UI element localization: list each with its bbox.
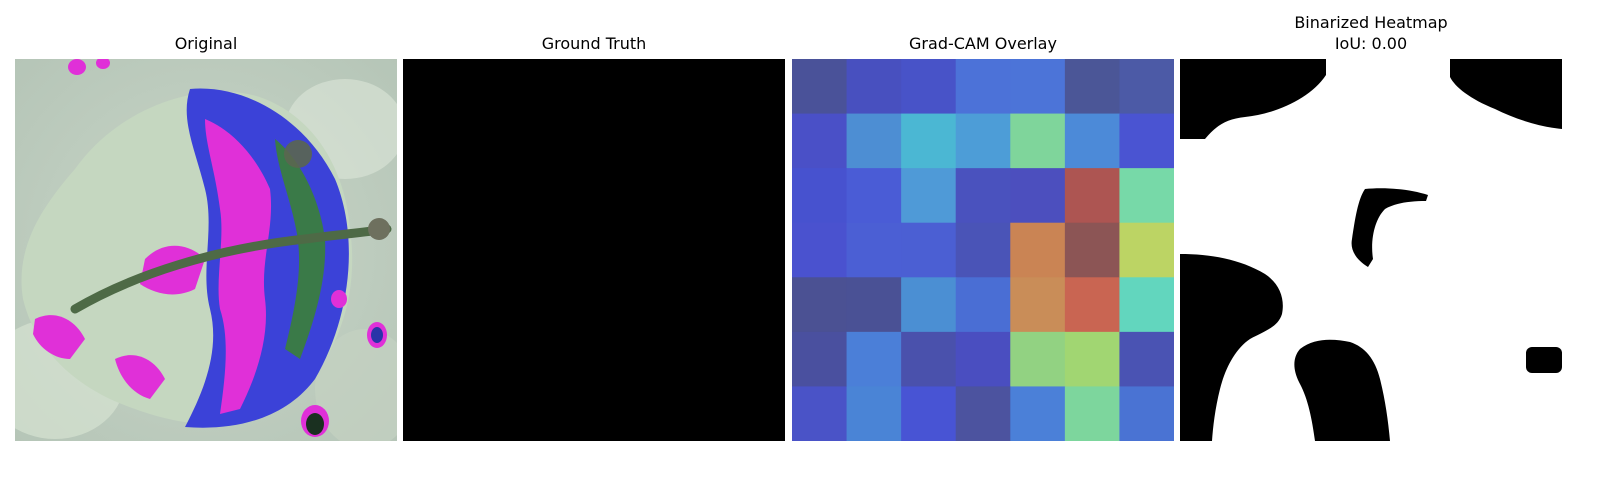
gradcam-cell bbox=[1064, 59, 1121, 115]
gradcam-cell bbox=[1119, 386, 1174, 441]
gradcam-cell bbox=[901, 386, 957, 441]
gradcam-cell bbox=[1010, 386, 1066, 441]
gradcam-cell bbox=[846, 168, 902, 224]
gradcam-cell bbox=[1119, 222, 1174, 278]
gradcam-cell bbox=[955, 331, 1011, 388]
gradcam-cell bbox=[901, 222, 957, 278]
panel-gradcam: Grad-CAM Overlay bbox=[792, 0, 1174, 441]
gradcam-cell bbox=[1064, 168, 1121, 224]
panel-title: Grad-CAM Overlay bbox=[909, 34, 1057, 53]
gradcam-cell bbox=[792, 59, 848, 115]
gradcam-cell bbox=[901, 277, 957, 333]
gradcam-cell bbox=[792, 386, 848, 441]
gradcam-cell bbox=[1010, 331, 1066, 388]
gradcam-cell bbox=[1010, 222, 1066, 278]
gradcam-cell bbox=[901, 113, 957, 169]
gradcam-cell bbox=[901, 331, 957, 388]
gradcam-cell bbox=[1010, 277, 1066, 333]
panel-binarized: Binarized Heatmap IoU: 0.00 bbox=[1180, 0, 1562, 441]
panel-title: Binarized Heatmap bbox=[1294, 13, 1448, 32]
gradcam-cell bbox=[955, 113, 1011, 169]
gradcam-cell bbox=[955, 222, 1011, 278]
gradcam-cell bbox=[1119, 331, 1174, 388]
panel-subtitle: IoU: 0.00 bbox=[1334, 34, 1408, 53]
gradcam-cell bbox=[792, 277, 848, 333]
gradcam-cell bbox=[1064, 277, 1121, 333]
gradcam-cell bbox=[846, 386, 902, 441]
gradcam-cell bbox=[792, 331, 848, 388]
gradcam-cell bbox=[1119, 277, 1174, 333]
gradcam-cell bbox=[901, 168, 957, 224]
gradcam-cell bbox=[846, 222, 902, 278]
gradcam-cell bbox=[955, 59, 1011, 115]
gradcam-cell bbox=[955, 168, 1011, 224]
panel-title: Ground Truth bbox=[541, 34, 647, 53]
gradcam-cell bbox=[846, 277, 902, 333]
gradcam-cell bbox=[792, 113, 848, 169]
ground-truth-mask bbox=[403, 59, 785, 441]
gradcam-cell bbox=[792, 222, 848, 278]
gradcam-cell bbox=[1119, 113, 1174, 169]
gradcam-cell bbox=[792, 168, 848, 224]
gradcam-cell bbox=[955, 277, 1011, 333]
panel-title: Original bbox=[174, 34, 238, 53]
panel-original: Original bbox=[15, 0, 397, 441]
gradcam-cell bbox=[1010, 168, 1066, 224]
gradcam-cell bbox=[1064, 331, 1121, 388]
gradcam-overlay-image bbox=[792, 59, 1174, 441]
gradcam-cell bbox=[1064, 222, 1121, 278]
gradcam-cell bbox=[955, 386, 1011, 441]
gradcam-cell bbox=[846, 331, 902, 388]
gradcam-cell bbox=[1010, 113, 1066, 169]
gradcam-cell bbox=[1119, 168, 1174, 224]
gradcam-cell bbox=[846, 59, 902, 115]
panel-ground-truth: Ground Truth bbox=[403, 0, 785, 441]
gradcam-cell bbox=[1064, 386, 1121, 441]
gradcam-cell bbox=[846, 113, 902, 169]
gradcam-cell bbox=[1064, 113, 1121, 169]
gradcam-cell bbox=[1010, 59, 1066, 115]
original-leaf-image bbox=[15, 59, 397, 441]
gradcam-cell bbox=[901, 59, 957, 115]
gradcam-cell bbox=[1119, 59, 1174, 115]
binarized-heatmap-image bbox=[1180, 59, 1562, 441]
